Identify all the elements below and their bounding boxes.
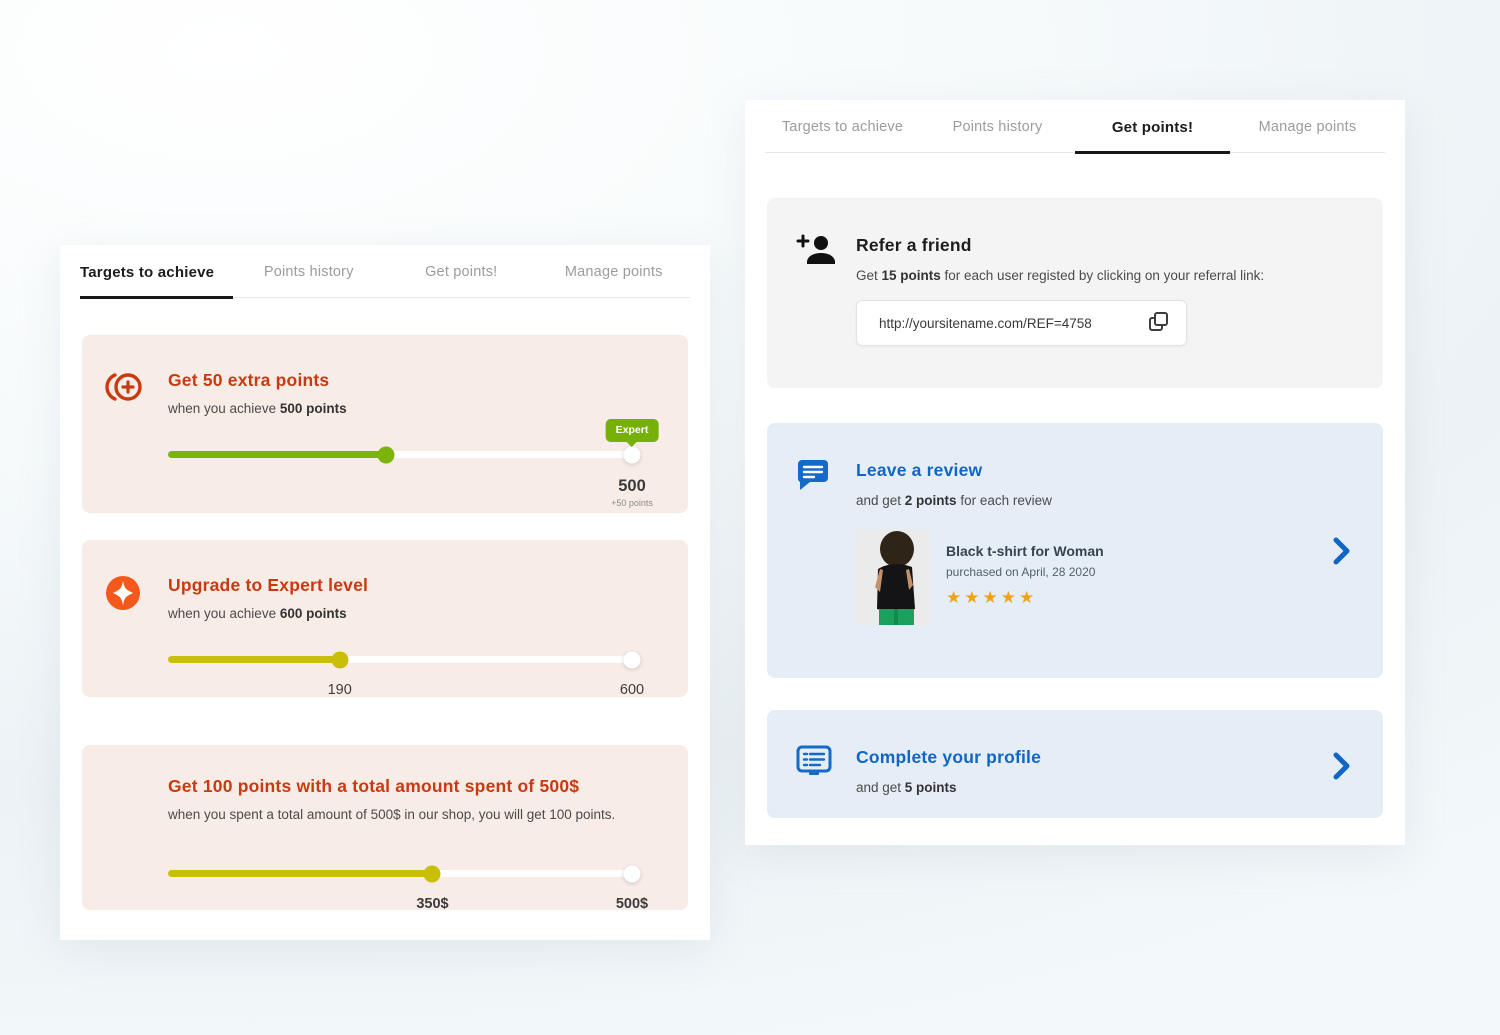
purchase-date: purchased on April, 28 2020 bbox=[946, 565, 1096, 579]
referral-link: http://yoursitename.com/REF=4758 bbox=[879, 315, 1092, 331]
total-spent-card: Get 100 points with a total amount spent… bbox=[82, 745, 688, 912]
targets-panel: Targets to achieve Points history Get po… bbox=[60, 245, 710, 940]
card-title: Upgrade to Expert level bbox=[168, 575, 369, 595]
product-row: Black t-shirt for Woman purchased on Apr… bbox=[856, 529, 1323, 625]
card-title: Complete your profile bbox=[856, 747, 1042, 767]
card-subtitle: when you spent a total amount of 500$ in… bbox=[168, 807, 616, 822]
slider-track[interactable]: Expert 500 +50 points bbox=[168, 419, 659, 508]
slider-current-label: 190 bbox=[327, 682, 352, 698]
get-points-panel: Targets to achieve Points history Get po… bbox=[745, 100, 1405, 845]
complete-profile-card: Complete your profile and get 5 points bbox=[767, 710, 1383, 818]
person-add-icon bbox=[795, 232, 837, 273]
spend-progress-slider: 350$ 500$ bbox=[168, 862, 648, 922]
card-title: Get 50 extra points bbox=[168, 370, 330, 390]
slider-current-label: 350$ bbox=[416, 896, 449, 912]
leave-review-card: Leave a review and get 2 points for each… bbox=[767, 423, 1383, 678]
expert-star-icon bbox=[104, 574, 142, 617]
slider-end-thumb bbox=[623, 865, 641, 882]
star-rating: ★★★★★ bbox=[946, 588, 1038, 607]
copy-link-button[interactable] bbox=[1146, 310, 1170, 337]
tab-get-points[interactable]: Get points! bbox=[1075, 100, 1230, 154]
slider-end-label: 500 +50 points bbox=[611, 477, 653, 508]
extra-points-card: Get 50 extra points when you achieve 500… bbox=[82, 335, 688, 513]
product-name: Black t-shirt for Woman bbox=[946, 543, 1104, 559]
tab-points-history[interactable]: Points history bbox=[263, 264, 354, 280]
card-title: Get 100 points with a total amount spent… bbox=[168, 776, 580, 796]
tab-manage-points[interactable]: Manage points bbox=[1258, 119, 1357, 135]
copy-icon bbox=[1146, 310, 1170, 337]
profile-list-icon bbox=[795, 744, 833, 783]
card-description: and get 5 points bbox=[856, 780, 957, 795]
expert-badge: Expert bbox=[605, 419, 659, 442]
slider-track[interactable]: 350$ 500$ bbox=[168, 865, 648, 912]
slider-end-label: 600 bbox=[619, 682, 645, 698]
right-tab-bar: Targets to achieve Points history Get po… bbox=[765, 100, 1385, 154]
left-tab-bar: Targets to achieve Points history Get po… bbox=[80, 245, 690, 299]
comment-icon bbox=[795, 457, 831, 498]
card-subtitle: when you achieve 500 points bbox=[168, 401, 347, 416]
slider-thumb[interactable] bbox=[331, 651, 349, 668]
card-description: Get 15 points for each user registed by … bbox=[856, 268, 1265, 283]
card-subtitle: when you achieve 600 points bbox=[168, 606, 347, 621]
card-description: and get 2 points for each review bbox=[856, 493, 1052, 508]
refer-friend-card: Refer a friend Get 15 points for each us… bbox=[767, 198, 1383, 388]
product-photo bbox=[856, 529, 930, 625]
points-progress-slider: 190 600 bbox=[168, 648, 644, 708]
tab-targets-to-achieve[interactable]: Targets to achieve bbox=[80, 245, 233, 299]
coin-plus-icon bbox=[104, 369, 144, 410]
chevron-right-icon[interactable] bbox=[1333, 752, 1351, 785]
tab-manage-points[interactable]: Manage points bbox=[564, 264, 663, 280]
slider-fill bbox=[168, 656, 340, 663]
points-progress-slider: Expert 500 +50 points bbox=[168, 419, 659, 508]
chevron-right-icon[interactable] bbox=[1333, 537, 1351, 570]
slider-fill bbox=[168, 870, 433, 877]
tab-targets-to-achieve[interactable]: Targets to achieve bbox=[781, 119, 904, 135]
card-title: Leave a review bbox=[856, 460, 983, 480]
slider-thumb[interactable] bbox=[423, 865, 441, 882]
tab-get-points[interactable]: Get points! bbox=[425, 264, 498, 280]
slider-fill bbox=[168, 451, 387, 458]
referral-link-field[interactable]: http://yoursitename.com/REF=4758 bbox=[856, 300, 1187, 346]
slider-track[interactable]: 190 600 bbox=[168, 651, 644, 698]
tab-points-history[interactable]: Points history bbox=[952, 119, 1043, 135]
card-title: Refer a friend bbox=[856, 235, 972, 255]
slider-end-thumb bbox=[623, 446, 641, 463]
slider-end-thumb bbox=[623, 651, 641, 668]
slider-thumb[interactable] bbox=[377, 446, 395, 463]
slider-end-label: 500$ bbox=[615, 896, 649, 912]
upgrade-level-card: Upgrade to Expert level when you achieve… bbox=[82, 540, 688, 698]
